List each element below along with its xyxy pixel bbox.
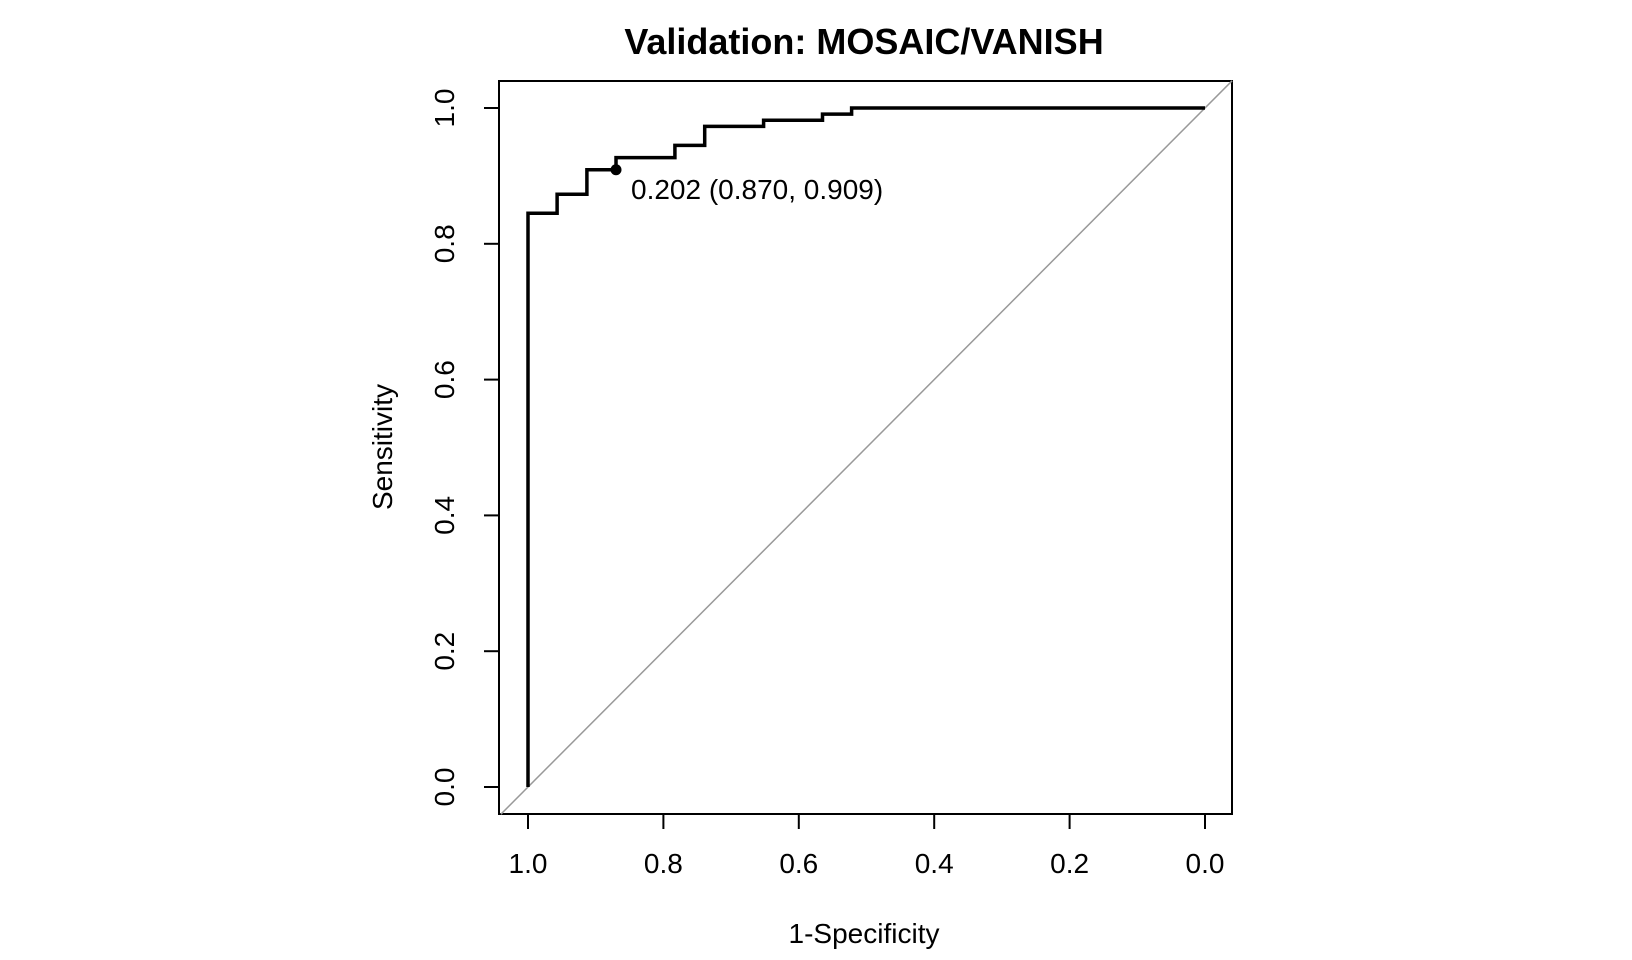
optimal-threshold-point	[610, 164, 622, 176]
y-tick-label: 1.0	[429, 89, 460, 128]
y-tick-label: 0.2	[429, 632, 460, 671]
x-tick-label: 0.2	[1050, 848, 1089, 879]
series-layer	[526, 106, 1205, 787]
y-tick-label: 0.6	[429, 360, 460, 399]
x-tick-label: 0.8	[644, 848, 683, 879]
x-tick-label: 1.0	[509, 848, 548, 879]
y-tick-label: 0.0	[429, 768, 460, 807]
y-axis: 0.0 0.2 0.4 0.6 0.8 1.0	[429, 89, 500, 807]
reference-diagonal-line	[500, 80, 1233, 815]
y-tick-label: 0.8	[429, 224, 460, 263]
roc-curve-line	[526, 106, 1205, 787]
y-axis-label: Sensitivity	[367, 384, 398, 510]
x-axis: 1.0 0.8 0.6 0.4 0.2 0.0	[509, 813, 1225, 879]
x-tick-label: 0.4	[915, 848, 954, 879]
reference-layer	[500, 80, 1233, 815]
y-tick-label: 0.4	[429, 496, 460, 535]
x-tick-label: 0.0	[1186, 848, 1225, 879]
x-axis-label: 1-Specificity	[789, 918, 940, 949]
chart-title: Validation: MOSAIC/VANISH	[624, 21, 1103, 62]
x-tick-label: 0.6	[779, 848, 818, 879]
annotation-layer: 0.202 (0.870, 0.909)	[610, 164, 883, 205]
optimal-threshold-label: 0.202 (0.870, 0.909)	[631, 174, 883, 205]
